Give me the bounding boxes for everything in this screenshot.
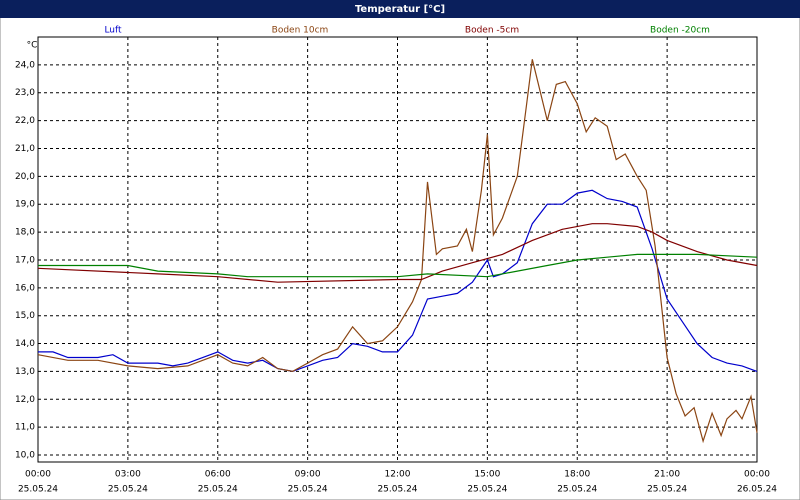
series-line [37,223,758,283]
y-tick-label: 16,0 [15,283,35,293]
x-tick-date: 25.05.24 [377,485,417,495]
x-tick-date: 25.05.24 [647,485,687,495]
x-tick-label: 21:00 [654,470,680,480]
x-tick-date: 25.05.24 [108,485,148,495]
x-tick-date: 25.05.24 [557,485,597,495]
x-tick-label: 12:00 [385,470,411,480]
y-tick-label: 17,0 [15,255,35,265]
series-line [37,59,758,444]
y-tick-label: 19,0 [15,200,35,210]
legend-label: Boden 10cm [272,26,329,36]
legend-label: Luft [104,26,122,36]
x-tick-date: 25.05.24 [467,485,507,495]
x-tick-date: 25.05.24 [288,485,328,495]
x-tick-label: 00:00 [744,470,770,480]
series-line [38,189,758,373]
x-tick-date: 25.05.24 [18,485,58,495]
title-bar [0,0,800,18]
y-tick-label: 21,0 [15,144,35,154]
y-tick-label: 24,0 [15,60,35,70]
y-tick-label: 22,0 [15,116,35,126]
y-tick-label: 11,0 [15,423,35,433]
x-tick-label: 18:00 [564,470,590,480]
chart-title: Temperatur [°C] [355,4,445,15]
series-line [38,253,758,278]
x-tick-date: 26.05.24 [737,485,777,495]
x-tick-label: 00:00 [25,470,51,480]
y-tick-label: 18,0 [15,228,35,238]
y-tick-label: 12,0 [15,395,35,405]
y-unit: °C [27,41,38,51]
y-tick-label: 15,0 [15,311,35,321]
x-tick-date: 25.05.24 [198,485,238,495]
x-tick-label: 15:00 [474,470,500,480]
y-tick-label: 23,0 [15,88,35,98]
y-tick-label: 10,0 [15,451,35,461]
y-tick-label: 13,0 [15,367,35,377]
legend-label: Boden -20cm [650,26,710,36]
x-tick-label: 03:00 [115,470,141,480]
x-tick-label: 09:00 [295,470,321,480]
x-tick-label: 06:00 [205,470,231,480]
legend-label: Boden -5cm [465,26,519,36]
y-tick-label: 14,0 [15,339,35,349]
y-tick-label: 20,0 [15,172,35,182]
